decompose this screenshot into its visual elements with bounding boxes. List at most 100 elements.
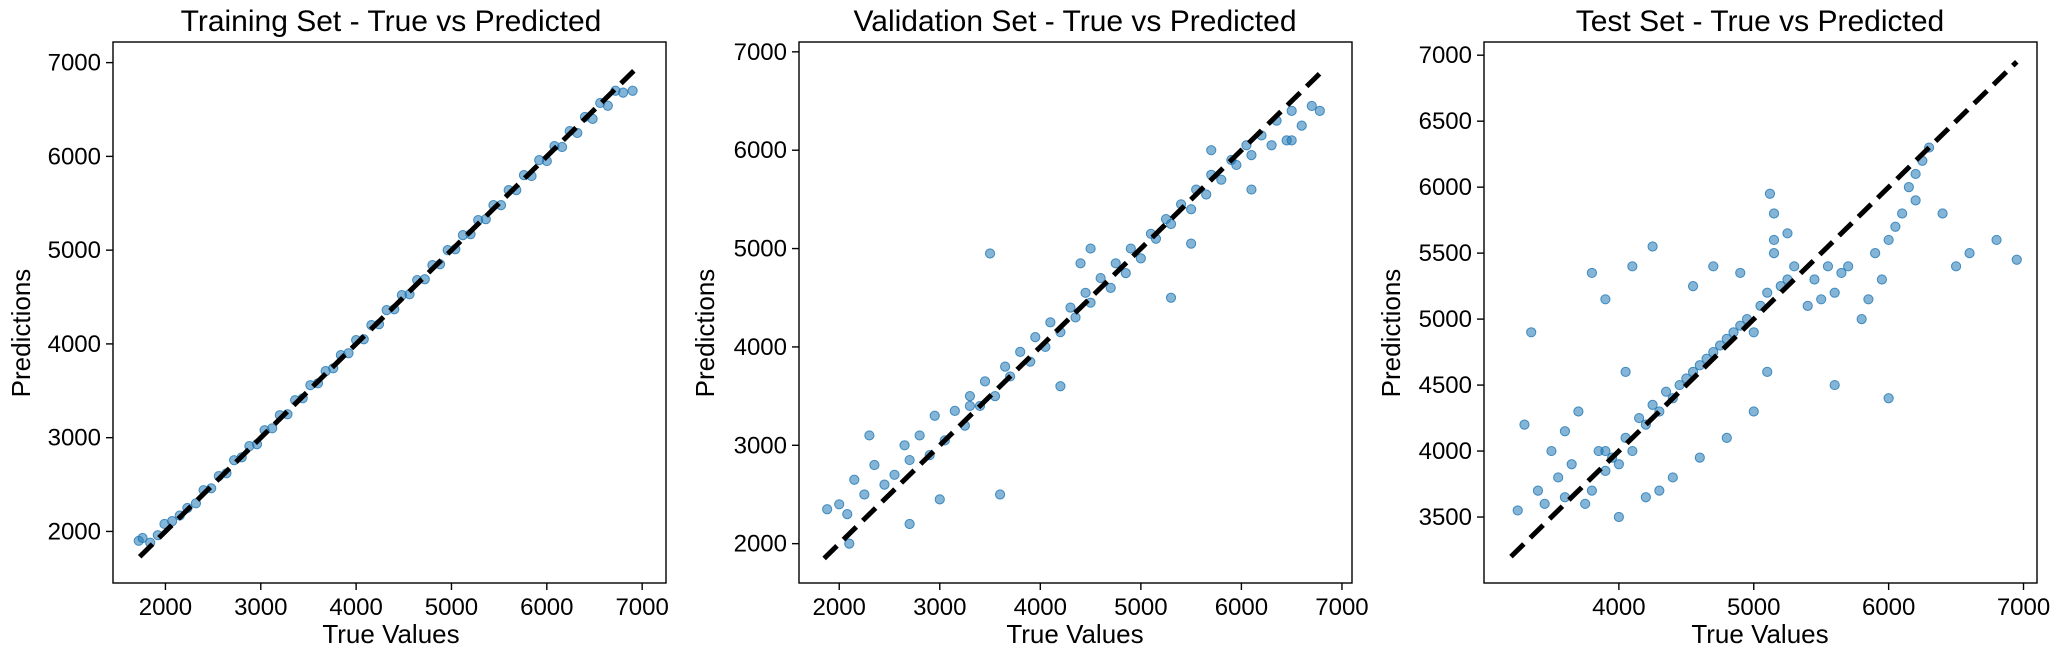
panel-val: Validation Set - True vs Predicted True … xyxy=(690,5,1369,649)
x-tick-label: 3000 xyxy=(913,594,966,621)
reference-line xyxy=(822,69,1324,561)
data-point xyxy=(842,509,853,520)
y-tick-label: 5500 xyxy=(1419,240,1472,267)
data-point xyxy=(1640,492,1651,503)
data-point xyxy=(1201,189,1212,200)
x-axis-label: True Values xyxy=(322,619,459,649)
chart-title: Validation Set - True vs Predicted xyxy=(854,5,1297,38)
data-point xyxy=(1080,287,1091,298)
data-point xyxy=(1883,234,1894,246)
reference-line xyxy=(137,65,640,559)
x-tick-label: 6000 xyxy=(520,594,573,621)
data-point xyxy=(1789,261,1800,272)
data-point xyxy=(864,430,875,441)
data-point xyxy=(1135,253,1146,264)
data-point xyxy=(1647,241,1658,252)
data-point xyxy=(904,518,915,530)
x-axis-label: True Values xyxy=(1691,619,1828,649)
data-point xyxy=(1910,195,1921,206)
data-point xyxy=(1231,159,1242,171)
panel-test: Test Set - True vs Predicted True Values… xyxy=(1376,5,2050,649)
data-point xyxy=(1836,267,1847,279)
x-tick-label: 6000 xyxy=(1215,594,1268,621)
data-point xyxy=(844,538,855,549)
data-point xyxy=(1553,472,1564,483)
y-ticks: 3500 4000 4500 5000 5500 6000 6500 7000 xyxy=(1419,42,1484,531)
y-axis-label: Predictions xyxy=(1376,269,1406,398)
data-point xyxy=(889,469,900,480)
data-point xyxy=(1876,274,1887,285)
data-point xyxy=(1863,294,1874,305)
plot-frame xyxy=(798,41,1353,584)
data-point xyxy=(1125,243,1136,254)
data-point xyxy=(1883,393,1894,404)
x-ticks: 2000 3000 4000 5000 6000 7000 xyxy=(813,583,1369,621)
data-point xyxy=(984,248,996,259)
data-point xyxy=(1186,238,1197,249)
data-point xyxy=(934,494,945,505)
y-ticks: 2000 3000 4000 5000 6000 7000 xyxy=(734,39,799,558)
data-point xyxy=(979,376,991,387)
data-point xyxy=(1910,168,1921,180)
data-point xyxy=(1748,406,1759,417)
data-point xyxy=(1085,243,1096,254)
y-tick-label: 4000 xyxy=(734,334,787,361)
y-tick-label: 3000 xyxy=(48,425,101,452)
data-point xyxy=(1843,261,1854,272)
data-point xyxy=(1314,105,1325,116)
data-point xyxy=(1165,292,1177,303)
y-tick-label: 3000 xyxy=(734,432,787,459)
y-tick-label: 5000 xyxy=(734,236,787,263)
data-point xyxy=(1735,267,1746,279)
y-tick-label: 4000 xyxy=(1419,438,1472,465)
y-tick-label: 6000 xyxy=(48,143,101,170)
data-point xyxy=(1526,327,1537,338)
data-point xyxy=(1667,472,1678,483)
x-tick-label: 2000 xyxy=(139,594,192,621)
y-tick-label: 3500 xyxy=(1419,504,1472,531)
chart-title: Training Set - True vs Predicted xyxy=(181,5,602,38)
scatter-points xyxy=(1512,142,2022,523)
x-ticks: 4000 5000 6000 7000 xyxy=(1592,583,2050,621)
data-point xyxy=(1600,445,1611,457)
data-point xyxy=(1512,505,1523,516)
data-point xyxy=(1809,274,1820,285)
data-point xyxy=(1660,386,1672,397)
data-point xyxy=(1782,228,1793,239)
data-point xyxy=(914,430,925,441)
data-point xyxy=(1694,452,1705,463)
scatter-points xyxy=(822,100,1325,549)
data-point xyxy=(1762,287,1773,298)
data-point xyxy=(1816,294,1827,305)
data-point xyxy=(1627,445,1638,457)
data-point xyxy=(1687,281,1699,292)
data-point xyxy=(1991,234,2002,246)
data-point xyxy=(949,405,960,416)
data-point xyxy=(1829,379,1840,391)
x-tick-label: 4000 xyxy=(329,594,382,621)
data-point xyxy=(602,100,613,111)
data-point xyxy=(859,489,870,500)
data-point xyxy=(1015,346,1026,357)
data-point xyxy=(1708,261,1719,272)
data-point xyxy=(1246,150,1257,161)
data-point xyxy=(1266,140,1277,151)
y-tick-label: 6000 xyxy=(734,137,787,164)
data-point xyxy=(627,85,638,96)
data-point xyxy=(1890,221,1901,232)
data-point xyxy=(834,499,845,510)
x-tick-label: 5000 xyxy=(1114,594,1167,621)
data-point xyxy=(1000,361,1011,372)
data-point xyxy=(1856,313,1867,325)
x-tick-label: 7000 xyxy=(1997,594,2050,621)
data-point xyxy=(994,489,1006,500)
data-point xyxy=(1070,312,1081,323)
y-tick-label: 7000 xyxy=(1419,42,1472,69)
data-point xyxy=(1286,105,1297,116)
data-point xyxy=(1768,208,1780,219)
data-point xyxy=(822,504,833,515)
x-ticks: 2000 3000 4000 5000 6000 7000 xyxy=(139,583,669,621)
data-point xyxy=(1573,406,1584,417)
data-point xyxy=(1768,234,1780,246)
